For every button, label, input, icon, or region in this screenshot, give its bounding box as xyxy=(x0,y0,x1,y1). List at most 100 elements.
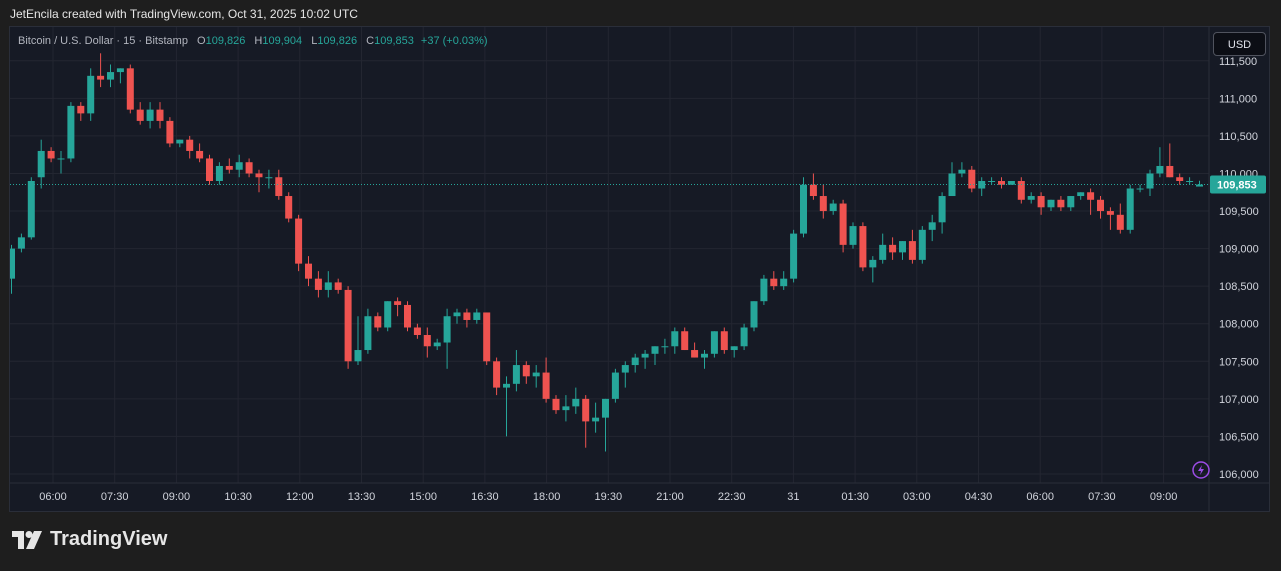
candle xyxy=(522,361,530,384)
candle-body xyxy=(1077,192,1085,197)
candle xyxy=(10,244,15,294)
candle xyxy=(27,177,35,240)
candle-body xyxy=(532,372,540,377)
candle xyxy=(582,395,590,448)
candle xyxy=(710,331,718,358)
candle-body xyxy=(780,278,788,287)
candle-body xyxy=(493,361,501,388)
candle xyxy=(215,162,223,185)
chart-frame[interactable]: 106,000 106,500 107,000 107,500 108,000 108,5… xyxy=(9,26,1270,512)
candle-body xyxy=(186,139,194,151)
candle xyxy=(473,308,481,324)
candle xyxy=(1166,143,1174,178)
candle xyxy=(948,162,956,197)
candle-body xyxy=(899,241,906,253)
tradingview-logo[interactable]: TradingView xyxy=(12,528,167,551)
candle-body xyxy=(562,406,570,411)
candle-body xyxy=(691,350,699,358)
candle-body xyxy=(364,316,372,351)
candle xyxy=(889,237,897,260)
candle-body xyxy=(77,105,85,114)
candle-body xyxy=(651,346,659,354)
candlestick-chart[interactable]: 106,000 106,500 107,000 107,500 108,000 108,5… xyxy=(10,27,1269,511)
candle-body xyxy=(978,181,986,189)
candle-body xyxy=(235,162,243,170)
low-label: L xyxy=(311,35,318,47)
candle-body xyxy=(661,346,669,348)
candle xyxy=(592,402,600,433)
candle-body xyxy=(97,75,105,80)
candle-body xyxy=(849,226,857,245)
candle xyxy=(57,150,65,174)
candle-body xyxy=(344,289,352,362)
candle-body xyxy=(87,75,95,114)
candle-body xyxy=(255,173,263,178)
candle xyxy=(324,271,332,298)
x-tick-label: 09:00 xyxy=(1150,491,1178,503)
x-tick-label: 15:00 xyxy=(409,491,437,503)
candle xyxy=(928,214,936,242)
candle xyxy=(116,68,124,84)
candle-body xyxy=(750,301,758,328)
candle-body xyxy=(928,222,936,230)
candle xyxy=(661,338,669,354)
candle-body xyxy=(859,226,867,268)
candle xyxy=(275,169,283,200)
candle-body xyxy=(1027,196,1035,200)
candle xyxy=(354,316,362,366)
x-tick-label: 31 xyxy=(787,491,799,503)
candle xyxy=(503,376,510,437)
x-tick-label: 10:30 xyxy=(224,491,252,503)
candle-body xyxy=(582,398,590,422)
candle xyxy=(374,312,382,332)
candle-body xyxy=(404,304,411,328)
candle-body xyxy=(671,331,679,347)
candle-body xyxy=(998,181,1005,185)
candle xyxy=(918,226,926,264)
candle-body xyxy=(1017,181,1025,200)
grid-lines xyxy=(10,27,1209,483)
candle-body xyxy=(433,342,441,347)
candle xyxy=(780,271,788,290)
candle xyxy=(265,169,273,189)
candle-body xyxy=(730,346,738,351)
x-tick-label: 12:00 xyxy=(286,491,314,503)
candle xyxy=(908,229,916,264)
lightning-alert-icon[interactable] xyxy=(1192,461,1210,479)
candle-body xyxy=(285,196,293,219)
candle-body xyxy=(10,248,15,279)
x-tick-label: 03:00 xyxy=(903,491,931,503)
candle-body xyxy=(1156,165,1164,174)
candle-body xyxy=(1106,211,1114,215)
candle xyxy=(225,158,233,174)
candle-body xyxy=(57,158,65,160)
close-label: C xyxy=(366,35,375,47)
candle-body xyxy=(156,109,164,121)
candle xyxy=(701,350,708,369)
candles xyxy=(10,53,1203,452)
candle xyxy=(285,192,293,223)
candle-body xyxy=(324,282,332,290)
x-tick-label: 22:30 xyxy=(718,491,746,503)
candle xyxy=(1067,196,1075,212)
currency-button[interactable]: USD xyxy=(1213,32,1266,56)
candle-body xyxy=(295,218,303,264)
candle xyxy=(176,139,184,148)
candle xyxy=(126,64,134,114)
candle xyxy=(493,357,501,396)
candle-body xyxy=(1166,165,1174,178)
candle xyxy=(800,177,807,238)
candle xyxy=(443,308,451,369)
x-tick-label: 13:30 xyxy=(348,491,376,503)
candle xyxy=(1146,169,1154,197)
high-value: 109,904 xyxy=(262,35,303,47)
candle xyxy=(1196,180,1203,187)
candle-body xyxy=(720,331,728,351)
close-value: 109,853 xyxy=(374,35,414,47)
candle-body xyxy=(621,365,629,373)
candle xyxy=(87,68,95,121)
candle xyxy=(651,346,659,366)
candle-body xyxy=(512,365,520,384)
candle xyxy=(47,147,55,163)
candle-body xyxy=(1047,199,1055,208)
